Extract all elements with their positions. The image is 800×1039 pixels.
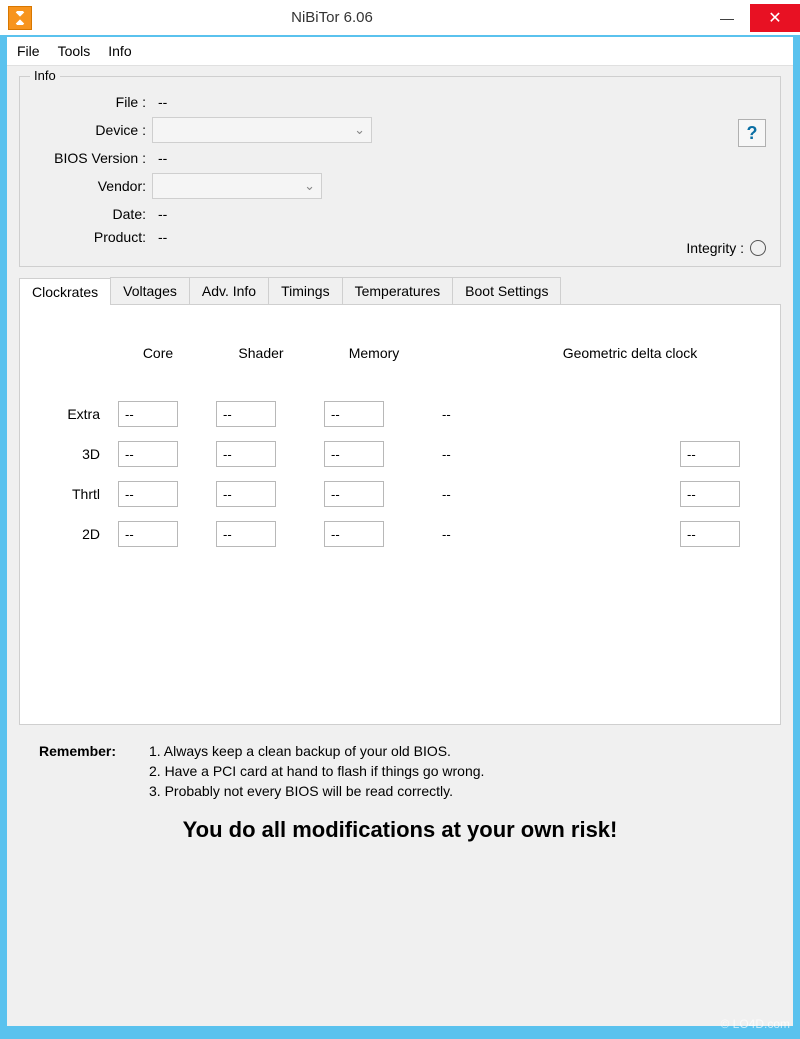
remember-block: Remember: 1. Always keep a clean backup … [19, 743, 781, 799]
thrtl-core-input[interactable] [118, 481, 178, 507]
remember-item-2: 2. Have a PCI card at hand to flash if t… [149, 763, 484, 779]
remember-item-1: 1. Always keep a clean backup of your ol… [149, 743, 451, 759]
bios-value: -- [152, 150, 167, 166]
r3d-memory-input[interactable] [324, 441, 384, 467]
titlebar: NiBiTor 6.06 — ✕ [0, 0, 800, 36]
r2d-dash: -- [442, 527, 482, 542]
product-label: Product: [32, 229, 152, 245]
date-label: Date: [32, 206, 152, 222]
device-combo[interactable]: ⌄ [152, 117, 372, 143]
tab-bootsettings[interactable]: Boot Settings [452, 277, 561, 304]
header-shader: Shader [216, 345, 306, 361]
help-button[interactable]: ? [738, 119, 766, 147]
extra-memory-input[interactable] [324, 401, 384, 427]
remember-label: Remember: [39, 743, 149, 759]
menu-info[interactable]: Info [108, 43, 131, 59]
tab-voltages[interactable]: Voltages [110, 277, 190, 304]
row-3d-label: 3D [40, 446, 100, 462]
header-gdc: Geometric delta clock [500, 345, 760, 361]
tab-advinfo[interactable]: Adv. Info [189, 277, 269, 304]
remember-item-3: 3. Probably not every BIOS will be read … [149, 783, 453, 799]
help-icon: ? [747, 123, 758, 144]
tabstrip: Clockrates Voltages Adv. Info Timings Te… [19, 277, 781, 725]
extra-core-input[interactable] [118, 401, 178, 427]
header-core: Core [118, 345, 198, 361]
product-value: -- [152, 229, 167, 245]
tab-timings[interactable]: Timings [268, 277, 343, 304]
chevron-down-icon: ⌄ [354, 122, 365, 138]
integrity-indicator: Integrity : [686, 240, 766, 256]
date-value: -- [152, 206, 167, 222]
thrtl-memory-input[interactable] [324, 481, 384, 507]
r2d-shader-input[interactable] [216, 521, 276, 547]
info-legend: Info [30, 68, 60, 83]
file-label: File : [32, 94, 152, 110]
r3d-shader-input[interactable] [216, 441, 276, 467]
header-memory: Memory [324, 345, 424, 361]
row-2d-label: 2D [40, 526, 100, 542]
device-label: Device : [32, 122, 152, 138]
r2d-gdc-input[interactable] [680, 521, 740, 547]
info-groupbox: Info File : -- Device : ⌄ BIOS Version :… [19, 76, 781, 267]
vendor-combo[interactable]: ⌄ [152, 173, 322, 199]
integrity-circle-icon [750, 240, 766, 256]
r3d-core-input[interactable] [118, 441, 178, 467]
row-extra-label: Extra [40, 406, 100, 422]
row-thrtl-label: Thrtl [40, 486, 100, 502]
bios-label: BIOS Version : [32, 150, 152, 166]
tab-panel-clockrates: Core Shader Memory Geometric delta clock… [19, 305, 781, 725]
menu-tools[interactable]: Tools [58, 43, 91, 59]
menu-file[interactable]: File [17, 43, 40, 59]
r3d-gdc-input[interactable] [680, 441, 740, 467]
r3d-dash: -- [442, 447, 482, 462]
r2d-core-input[interactable] [118, 521, 178, 547]
integrity-label: Integrity : [686, 240, 744, 256]
window-title: NiBiTor 6.06 [0, 9, 704, 26]
chevron-down-icon: ⌄ [304, 178, 315, 194]
file-value: -- [152, 94, 167, 110]
thrtl-dash: -- [442, 487, 482, 502]
watermark: © LO4D.com [720, 1017, 790, 1031]
vendor-label: Vendor: [32, 178, 152, 194]
tab-clockrates[interactable]: Clockrates [19, 278, 111, 305]
minimize-button[interactable]: — [704, 4, 750, 32]
menubar: File Tools Info [7, 37, 793, 66]
window-body: File Tools Info Info File : -- Device : … [6, 36, 794, 1027]
content-area: Info File : -- Device : ⌄ BIOS Version :… [7, 66, 793, 853]
r2d-memory-input[interactable] [324, 521, 384, 547]
thrtl-gdc-input[interactable] [680, 481, 740, 507]
extra-shader-input[interactable] [216, 401, 276, 427]
tab-temperatures[interactable]: Temperatures [342, 277, 454, 304]
window-controls: — ✕ [704, 4, 800, 32]
warning-text: You do all modifications at your own ris… [19, 817, 781, 843]
close-button[interactable]: ✕ [750, 4, 800, 32]
extra-dash: -- [442, 407, 482, 422]
thrtl-shader-input[interactable] [216, 481, 276, 507]
